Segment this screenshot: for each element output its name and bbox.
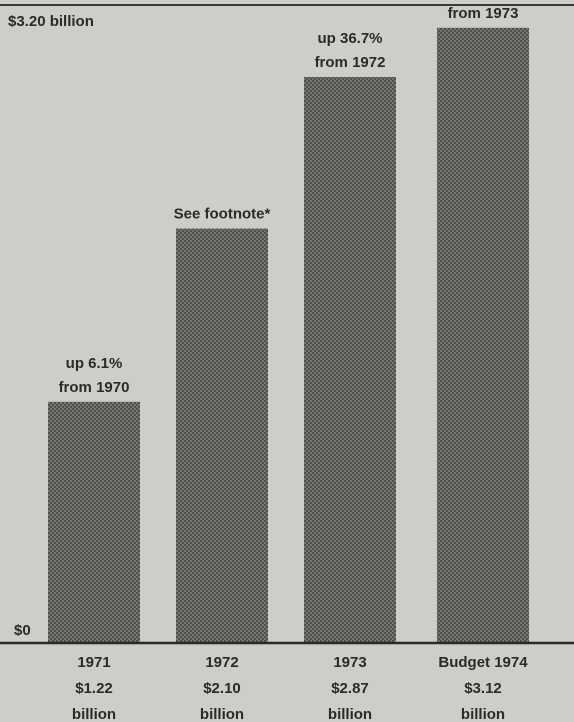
bar-unit-label: billion [328,706,372,722]
bar-value-label: $2.10 [203,680,241,697]
bar-value-label: $1.22 [75,680,113,697]
bar-value-label: $2.87 [331,680,369,697]
bar-budget-1974 [437,27,529,642]
x-tick-label: Budget 1974 [438,654,528,671]
bar-annotation: from 1972 [315,54,386,71]
bar-unit-label: billion [72,706,116,722]
bar-unit-label: billion [200,706,244,722]
x-tick-label: 1971 [77,654,110,671]
bar-1973 [304,76,396,642]
x-tick-label: 1973 [333,654,366,671]
bar-unit-label: billion [461,706,505,722]
bar-annotation: up 36.7% [317,30,382,47]
bar-1971 [48,401,140,642]
y-axis-max-label: $3.20 billion [8,13,94,30]
y-axis-zero-label: $0 [14,622,31,639]
bar-value-label: $3.12 [464,680,502,697]
bar-annotation: from 1973 [448,5,519,22]
bar-annotation: from 1970 [59,379,130,396]
bar-1972 [176,228,268,642]
x-tick-label: 1972 [205,654,238,671]
bar-annotation: See footnote* [174,206,271,223]
bar-annotation: up 6.1% [66,355,123,372]
